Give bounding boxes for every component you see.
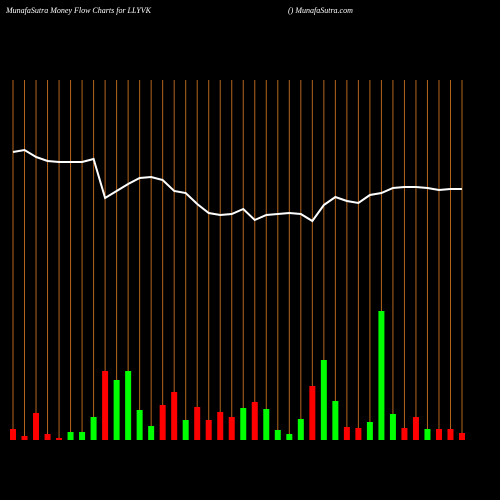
bar [251, 402, 258, 440]
bar [136, 410, 143, 440]
bar [217, 412, 224, 440]
bar [378, 311, 385, 440]
bar [194, 407, 201, 440]
bar [274, 430, 281, 440]
bar [33, 413, 40, 440]
bar [159, 405, 166, 440]
bar [447, 429, 454, 440]
bar [286, 434, 293, 440]
bar [205, 420, 212, 440]
source: () MunafaSutra.com [288, 6, 353, 15]
bar [401, 428, 408, 440]
bar [240, 408, 247, 440]
bar [435, 429, 442, 440]
bar [125, 371, 132, 440]
bar [424, 429, 431, 440]
bar [366, 422, 373, 440]
bar [297, 419, 304, 440]
chart-title: MunafaSutra Money Flow Charts for LLYVK [5, 6, 152, 15]
bar [148, 426, 155, 440]
bar [171, 392, 178, 440]
bar [10, 429, 16, 440]
bar [412, 417, 419, 440]
bar [44, 434, 51, 440]
bar [332, 401, 339, 440]
bar [102, 371, 109, 440]
bar [355, 428, 362, 440]
bar [113, 380, 120, 440]
bar [228, 417, 235, 440]
flow-line [12, 148, 462, 223]
bar [90, 417, 97, 440]
bar [21, 436, 28, 440]
bar [263, 409, 270, 440]
bar [309, 386, 316, 440]
bar [343, 427, 350, 440]
bar [67, 432, 74, 440]
bar [56, 438, 63, 440]
bar [389, 414, 396, 440]
bar [320, 360, 327, 440]
bar [182, 420, 189, 440]
bar [79, 432, 86, 440]
bar [459, 433, 465, 440]
